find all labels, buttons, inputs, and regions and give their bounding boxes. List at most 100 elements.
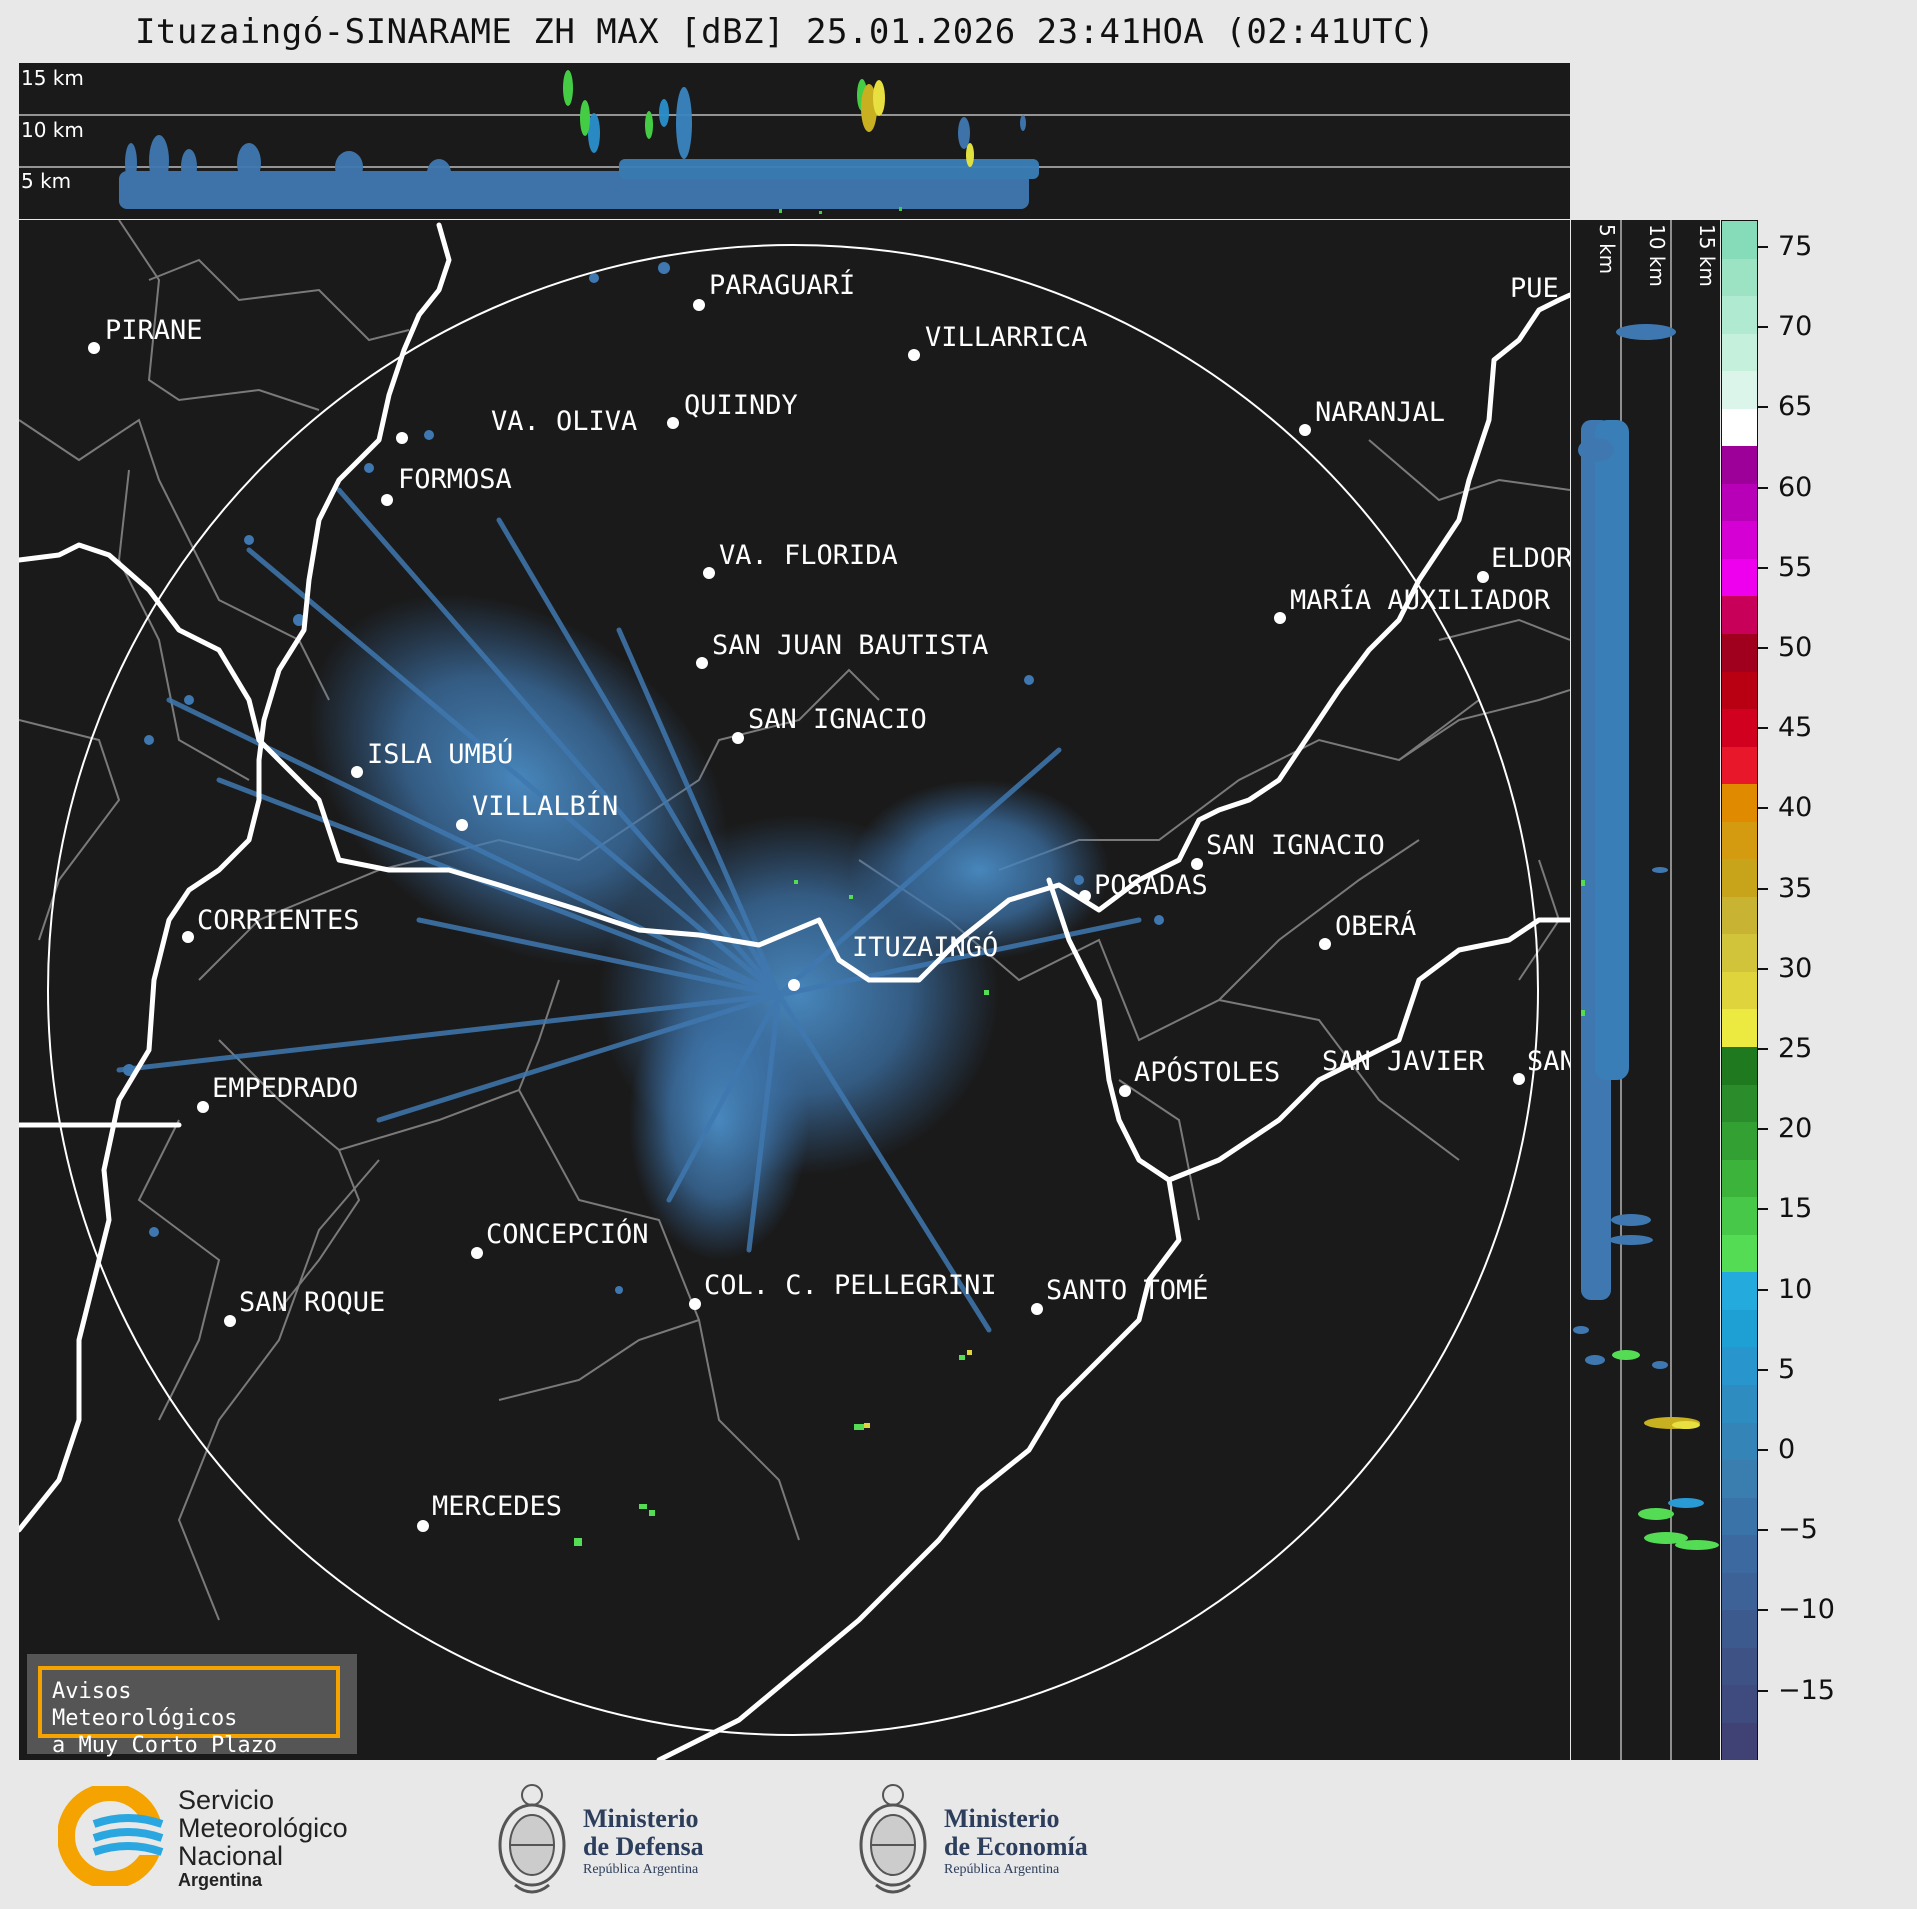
defensa-logo: Ministerio de Defensa República Argentin… [495,1775,755,1900]
colorbar-tick-label: 50 [1778,632,1813,663]
colorbar-segment [1722,558,1757,597]
smn-line4: Argentina [178,1870,263,1890]
city-label: EMPEDRADO [212,1073,358,1104]
colorbar-segment [1722,221,1757,259]
city-label: PIRANE [105,315,203,346]
colorbar-segment [1722,1084,1757,1123]
city-label: PARAGUARÍ [709,269,855,301]
colorbar-tick-mark [1758,1529,1768,1532]
colorbar-tick-mark [1758,1208,1768,1211]
colorbar-segment [1722,934,1757,972]
colorbar-tick-mark [1758,486,1768,489]
city-label: COL. C. PELLEGRINI [704,1270,997,1301]
city-label: VILLALBÍN [472,790,618,822]
avisos-line2: a Muy Corto Plazo [52,1733,278,1758]
colorbar-segment [1722,1347,1757,1385]
defensa-line2: de Defensa [583,1832,704,1861]
colorbar-segment [1722,408,1757,447]
radar-map-canvas [16,219,1573,1763]
colorbar-segment [1722,709,1757,747]
colorbar-segment [1722,596,1757,635]
colorbar-segment [1722,521,1757,559]
city-label: VA. OLIVA [491,406,637,437]
city-label: APÓSTOLES [1134,1056,1280,1088]
colorbar-segment [1722,1497,1757,1536]
colorbar-tick-label: 25 [1778,1033,1813,1064]
colorbar-tick-label: 0 [1778,1434,1796,1465]
colorbar-segment [1722,1647,1757,1686]
colorbar-tick-mark [1758,1128,1768,1131]
colorbar-tick-label: −15 [1778,1674,1835,1706]
colorbar-tick-label: −5 [1778,1514,1818,1546]
avisos-line1: Avisos Meteorológicos [52,1679,238,1731]
colorbar-segment [1722,1197,1757,1235]
economia-line1: Ministerio [944,1804,1060,1833]
city-labels-layer: PIRANE PARAGUARÍ VILLARRICA VA. OLIVA QU… [105,269,1570,1522]
city-label: POSADAS [1094,870,1208,901]
city-label: QUIINDY [684,390,798,421]
colorbar-tick-label: 60 [1778,471,1813,503]
economia-line2: de Economía [944,1832,1088,1861]
colorbar-segment [1722,1535,1757,1573]
top-cross-section-panel: 15 km 10 km 5 km [19,63,1570,219]
smn-emblem-icon [57,1783,168,1889]
colorbar-segment [1722,1309,1757,1348]
colorbar-segment [1722,1047,1757,1085]
colorbar-segment [1722,1159,1757,1198]
colorbar-segment [1722,1685,1757,1723]
top-height-label-5: 5 km [21,169,72,193]
smn-line2: Meteorológico [178,1813,348,1843]
city-label: OBERÁ [1335,910,1416,942]
smn-logo: Servicio Meteorológico Nacional Argentin… [57,1783,388,1890]
side-cross-section-plot [1573,220,1719,1760]
defensa-line1: Ministerio [583,1804,699,1833]
colorbar-segment [1722,1422,1757,1461]
colorbar-segment [1722,446,1757,484]
colorbar-segment [1722,1122,1757,1160]
avisos-link[interactable]: Avisos Meteorológicos a Muy Corto Plazo [38,1666,340,1758]
avisos-box[interactable]: Avisos Meteorológicos a Muy Corto Plazo [27,1654,357,1758]
side-height-label-15: 15 km [1695,224,1719,287]
colorbar-segment [1722,784,1757,822]
colorbar-tick-label: 70 [1778,311,1813,343]
colorbar-tick-mark [1758,647,1768,649]
city-label: SAN ROQUE [239,1287,385,1318]
colorbar-segment [1722,483,1757,522]
colorbar-segment [1722,746,1757,785]
top-cross-section-plot [19,70,1570,214]
colorbar-tick-mark [1758,1288,1768,1291]
colorbar-segment [1722,1009,1757,1048]
city-label: FORMOSA [398,464,512,495]
colorbar-tick-label: 5 [1778,1353,1796,1385]
colorbar-segment [1722,333,1757,372]
colorbar-tick-label: 30 [1778,952,1813,984]
colorbar-segment [1722,821,1757,860]
city-label: PUE [1510,273,1559,304]
colorbar-tick-mark [1758,807,1768,810]
colorbar-tick-label: 15 [1778,1193,1813,1225]
coat-of-arms-icon [859,1784,927,1894]
defensa-line3: República Argentina [583,1862,699,1877]
city-label: ELDOR [1491,543,1570,574]
colorbar-tick-label: 55 [1778,551,1813,583]
colorbar-segment [1722,371,1757,409]
side-cross-section-panel: 5 km 10 km 15 km [1571,220,1720,1760]
city-label: SAN IGNACIO [1206,830,1385,861]
colorbar-tick-label: 75 [1778,231,1813,262]
economia-logo: Ministerio de Economía República Argenti… [856,1775,1116,1900]
colorbar-segment [1722,1460,1757,1498]
colorbar-segment [1722,896,1757,935]
colorbar-tick-label: −10 [1778,1594,1835,1626]
city-label: CONCEPCIÓN [486,1218,649,1250]
colorbar-segment [1722,971,1757,1010]
colorbar-tick-label: 40 [1778,792,1813,824]
city-label: SAN JAVIER [1322,1046,1485,1077]
city-label: MERCEDES [432,1491,562,1522]
colorbar-segment [1722,1722,1757,1761]
city-label: SAN JUAN BAUTISTA [712,630,988,661]
coat-of-arms-icon [498,1784,566,1894]
colorbar-tick-mark [1758,1449,1768,1451]
city-label: SAN [1527,1046,1570,1077]
colorbar-tick-mark [1758,326,1768,329]
city-label: NARANJAL [1315,397,1445,428]
